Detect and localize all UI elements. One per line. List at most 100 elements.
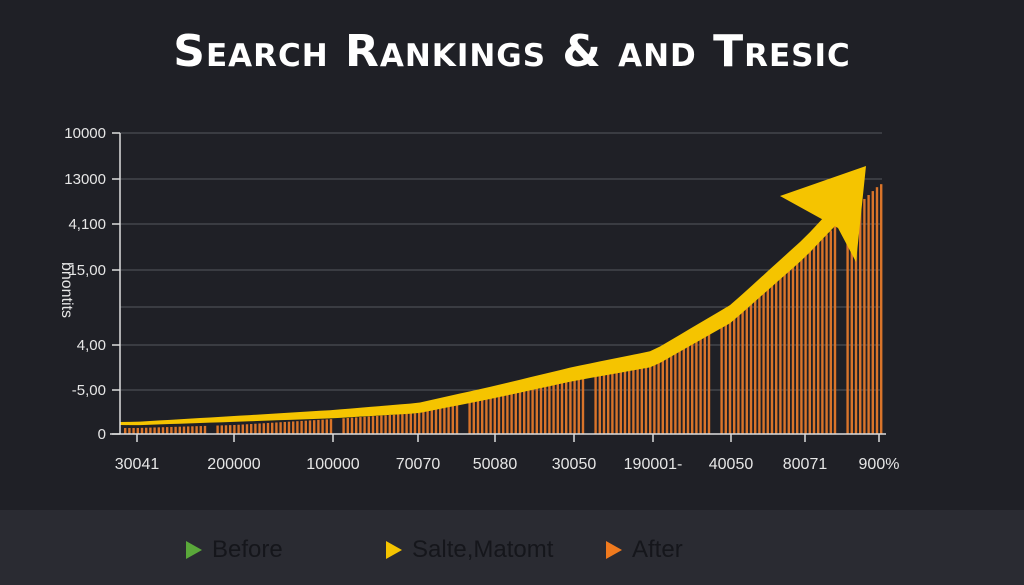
bar-stripe (745, 301, 748, 434)
bar-stripe (737, 308, 740, 434)
bar-stripe (422, 411, 425, 434)
bar-stripe (350, 417, 354, 434)
bar-stripe (443, 407, 446, 434)
bar-stripe (266, 422, 270, 434)
bar-stripe (779, 274, 782, 434)
bar-stripe (254, 423, 257, 434)
bar-stripe (149, 427, 152, 434)
y-tick-label: 15,00 (68, 262, 106, 279)
chart-plot: 0 -5,00 4,00 15,00 4,100 13000 10000 30041 20000… (58, 125, 899, 473)
y-tick-label: 4,100 (68, 216, 106, 233)
bar-stripe (451, 405, 454, 434)
x-tick-label: 70070 (396, 456, 441, 473)
bar-stripe (363, 416, 366, 434)
bar-stripe (749, 298, 753, 434)
bar-stripe (720, 318, 723, 434)
bar-stripe (229, 425, 232, 434)
bar-stripe (670, 344, 673, 434)
bar-stripe (796, 260, 799, 434)
bar-stripe (187, 426, 190, 434)
bar-stripe (426, 410, 429, 434)
bar-stripe (791, 264, 795, 434)
bar-stripe (308, 420, 312, 434)
bar-stripe (686, 335, 690, 434)
bar-stripe (397, 414, 400, 434)
triangle-icon (386, 541, 402, 559)
bar-stripe (527, 386, 530, 434)
bar-stripe (191, 426, 194, 434)
bar-stripe (384, 415, 387, 434)
bar-stripe (762, 288, 765, 434)
bar-stripe (321, 419, 324, 434)
bar-stripe (703, 327, 706, 434)
bar-stripe (380, 415, 383, 434)
bar-stripe (863, 198, 866, 434)
bar-stripe (514, 389, 517, 434)
bar-stripe (556, 378, 559, 434)
bar-stripe (485, 397, 488, 434)
bar-stripe (808, 250, 811, 434)
bar-stripe (409, 413, 412, 434)
bar-stripe (220, 425, 223, 434)
bar-stripe (258, 423, 261, 434)
bar-stripe (653, 352, 656, 434)
bar-stripe (493, 395, 496, 434)
x-tick-label: 40050 (709, 456, 754, 473)
bar-stripe (161, 427, 165, 434)
bar-stripe (539, 382, 543, 434)
bar-stripe (489, 396, 492, 434)
bar-stripe (313, 420, 316, 434)
bar-stripe (535, 384, 538, 434)
bar-stripe (846, 214, 849, 434)
bar-stripe (287, 421, 291, 434)
bar-stripe (371, 416, 375, 434)
bar-stripe (754, 294, 757, 434)
bar-stripe (342, 418, 345, 434)
bar-stripe (804, 253, 807, 434)
bar-stripe (392, 414, 396, 434)
legend-item-before: Before (186, 536, 283, 564)
bar-stripe (766, 284, 769, 434)
bar-stripe (817, 242, 820, 434)
bar-stripe (405, 413, 408, 434)
bar-stripe (300, 420, 303, 434)
bar-stripe (472, 400, 475, 434)
chart-title: Search Rankings & and Tresic (173, 26, 851, 77)
triangle-icon (186, 541, 202, 559)
bar-stripe (136, 427, 139, 434)
bar-stripe (728, 314, 732, 434)
bar-stripe (359, 417, 362, 434)
bar-stripe (434, 408, 438, 434)
legend-item-salte-matomt: Salte,Matomt (386, 536, 553, 564)
bar-stripe (233, 424, 236, 434)
bar-stripe (481, 398, 484, 434)
trend-arrow-head (780, 166, 866, 262)
bar-stripe (649, 353, 652, 434)
bar-stripe (275, 422, 278, 434)
y-tick-label: 0 (98, 426, 106, 443)
bar-stripe (476, 399, 480, 434)
bar-stripe (430, 409, 433, 434)
bar-stripe (355, 417, 358, 434)
x-tick-label: 50080 (473, 456, 518, 473)
bar-stripe (691, 333, 694, 434)
bar-stripe (552, 379, 555, 434)
bar-stripe (783, 270, 786, 434)
bar-stripe (699, 329, 702, 434)
bar-stripe (447, 406, 450, 434)
x-tick-label: 100000 (306, 456, 359, 473)
bar-stripe (140, 427, 144, 434)
bar-stripe (678, 339, 681, 434)
bar-stripe (674, 342, 677, 434)
bar-stripe (875, 187, 879, 434)
bar-stripe (569, 375, 572, 434)
bar-stripe (153, 427, 156, 434)
x-tick-label: 200000 (207, 456, 260, 473)
legend-label: Before (212, 536, 283, 563)
bar-stripe (615, 362, 618, 434)
bar-stripe (859, 202, 862, 434)
bar-stripe (661, 348, 664, 434)
bar-stripe (510, 390, 513, 434)
bar-stripe (619, 361, 622, 434)
bar-stripe (283, 421, 286, 434)
